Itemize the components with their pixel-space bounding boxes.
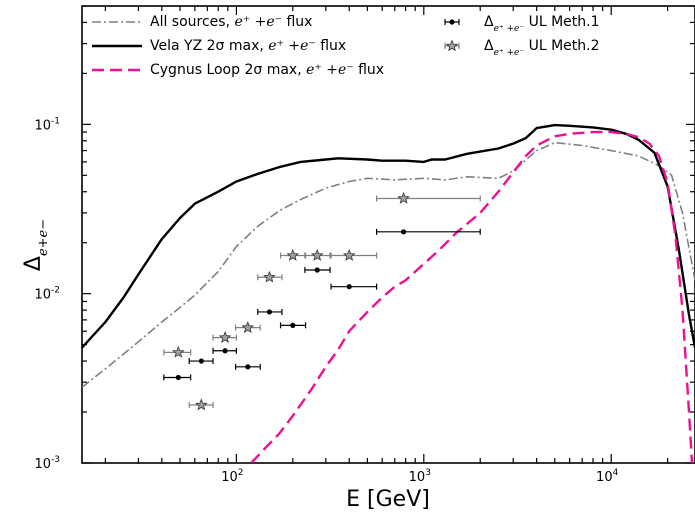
curve-layer: [82, 123, 695, 463]
data-point-meth1: [222, 348, 228, 354]
data-point-meth1: [290, 322, 296, 328]
data-point-meth2: [195, 398, 208, 411]
legend-marker-circle: [449, 19, 455, 25]
data-point-meth2: [397, 191, 410, 204]
data-point-meth1: [198, 358, 204, 364]
x-axis-label: E [GeV]: [346, 487, 430, 512]
legend-label: Cygnus Loop 2σ max, e⁺ +e⁻ flux: [150, 62, 384, 78]
plot-area: 102 103 104 10-3 10-2 10-1: [34, 5, 695, 485]
legend-label: All sources, e⁺ +e⁻ flux: [150, 14, 312, 30]
legend-label: Δe⁺ +e⁻ UL Meth.1: [484, 14, 600, 34]
data-point-meth1: [314, 267, 320, 273]
x-tick-label: 102: [221, 468, 243, 485]
data-point-meth1: [175, 374, 181, 381]
legend-label: Vela YZ 2σ max, e⁺ +e⁻ flux: [150, 38, 346, 54]
data-point-meth1: [245, 364, 251, 370]
axis-ticks: 102 103 104 10-3 10-2 10-1: [34, 5, 695, 485]
y-tick-label: 10-3: [34, 455, 60, 472]
plot-frame: [81, 5, 695, 464]
series-line-3: [250, 130, 694, 463]
data-point-meth2: [286, 248, 300, 261]
y-axis-label: Δe+e−: [21, 219, 51, 271]
series-line-1: [82, 141, 695, 388]
legend-marker-star: [445, 39, 459, 52]
data-point-meth2: [241, 321, 255, 333]
x-tick-label: 103: [409, 468, 431, 485]
data-point-meth2: [342, 248, 356, 261]
data-point-meth2: [172, 345, 185, 358]
data-point-meth1: [400, 229, 407, 235]
data-point-meth2: [263, 270, 276, 283]
data-point-meth2: [310, 248, 324, 261]
legend: All sources, e⁺ +e⁻ flux Vela YZ 2σ max, …: [92, 14, 600, 78]
series-line-2: [82, 123, 695, 349]
legend-label: Δe⁺ +e⁻ UL Meth.2: [484, 38, 600, 58]
data-point-meth2: [218, 330, 232, 344]
data-point-meth1: [346, 284, 352, 290]
x-tick-label: 104: [596, 468, 619, 485]
y-tick-label: 10-1: [34, 116, 60, 133]
axis-labels: E [GeV] Δe+e−: [21, 219, 430, 512]
y-tick-label: 10-2: [34, 286, 60, 303]
data-point-meth1: [266, 309, 273, 315]
marker-layer: [163, 191, 481, 411]
